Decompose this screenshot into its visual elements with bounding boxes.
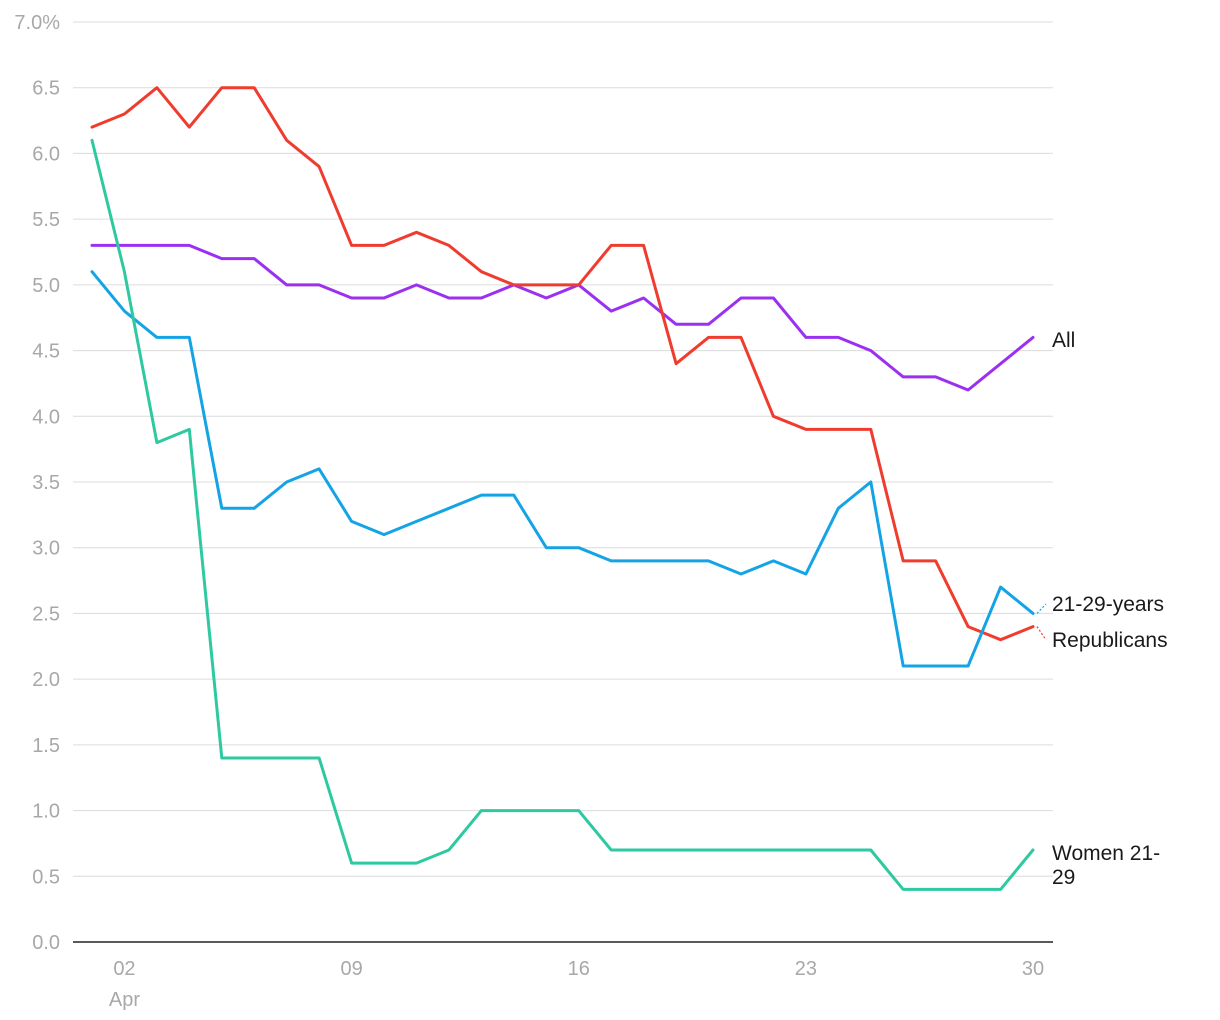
x-tick-label: 09 <box>340 958 362 980</box>
y-tick-label: 6.5 <box>32 78 60 100</box>
y-tick-label: 2.5 <box>32 603 60 625</box>
x-tick-label: 16 <box>568 958 590 980</box>
label-leader <box>1036 603 1047 614</box>
y-tick-label: 7.0% <box>14 12 60 34</box>
y-tick-label: 0.5 <box>32 866 60 888</box>
series-label-women-21-29: 29 <box>1052 866 1075 889</box>
y-tick-label: 1.0 <box>32 801 60 823</box>
x-tick-label: 23 <box>795 958 817 980</box>
series-labels: All Republicans 21-29-years Women 21-29 <box>1036 329 1168 889</box>
y-tick-label: 6.0 <box>32 143 60 165</box>
x-tick-sublabel: Apr <box>109 989 140 1011</box>
y-tick-label: 5.0 <box>32 275 60 297</box>
series-label-republicans: Republicans <box>1052 629 1168 652</box>
x-tick-label: 30 <box>1022 958 1044 980</box>
y-tick-label: 3.0 <box>32 538 60 560</box>
series-line-21-29-years <box>90 270 1035 668</box>
series-line-republicans <box>90 86 1035 642</box>
series-line-women-21-29 <box>90 138 1035 891</box>
y-tick-label: 3.5 <box>32 472 60 494</box>
series-label-21-29-years: 21-29-years <box>1052 593 1164 616</box>
series-label-all: All <box>1052 329 1075 352</box>
y-tick-label: 1.5 <box>32 735 60 757</box>
y-tick-label: 4.0 <box>32 406 60 428</box>
y-tick-label: 0.0 <box>32 932 60 954</box>
y-tick-label: 5.5 <box>32 209 60 231</box>
series-label-women-21-29: Women 21- <box>1052 842 1160 865</box>
y-tick-label: 2.0 <box>32 669 60 691</box>
y-tick-label: 4.5 <box>32 341 60 363</box>
series-line-all <box>90 243 1035 392</box>
x-axis-tick-labels: 02 Apr 09 16 23 30 <box>109 958 1044 1011</box>
x-tick-label: 02 <box>113 958 135 980</box>
series-lines <box>90 86 1035 891</box>
y-axis-tick-labels: 0.0 0.5 1.0 1.5 2.0 2.5 3.0 3.5 4.0 4.5 5.0 5.5 6.0 6… <box>14 12 60 954</box>
label-leader <box>1036 626 1047 641</box>
